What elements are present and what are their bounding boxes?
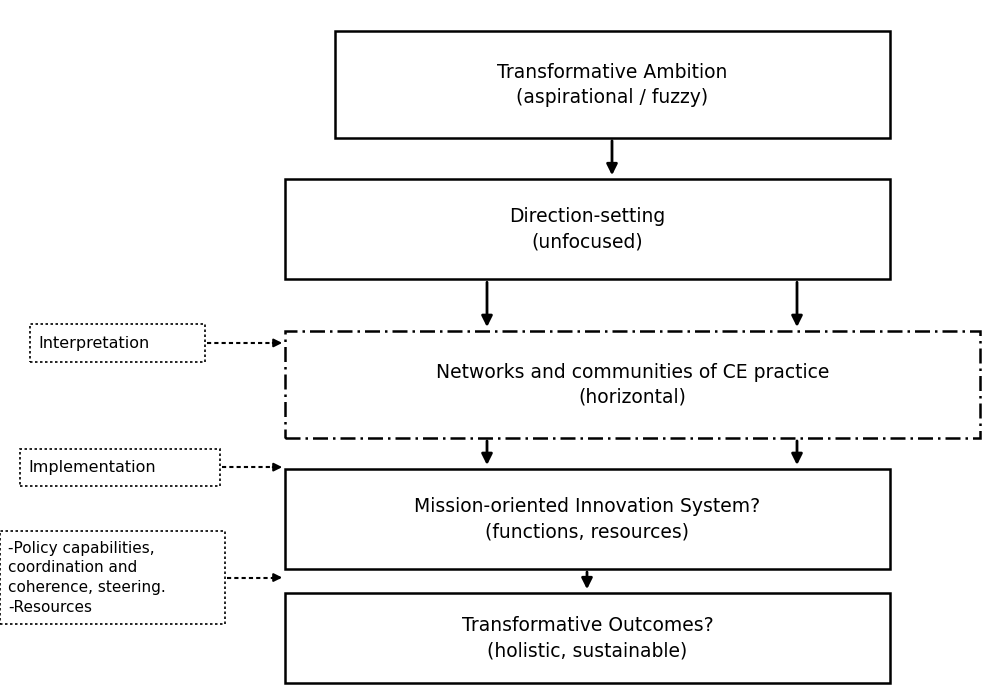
Text: -Policy capabilities,
coordination and
coherence, steering.
-Resources: -Policy capabilities, coordination and c… [8, 541, 166, 615]
FancyBboxPatch shape [285, 179, 890, 279]
Text: Implementation: Implementation [28, 460, 156, 475]
Text: Mission-oriented Innovation System?
(functions, resources): Mission-oriented Innovation System? (fun… [414, 497, 761, 541]
Text: Networks and communities of CE practice
(horizontal): Networks and communities of CE practice … [436, 363, 829, 406]
FancyBboxPatch shape [0, 531, 225, 624]
Text: Transformative Ambition
(aspirational / fuzzy): Transformative Ambition (aspirational / … [497, 63, 728, 106]
FancyBboxPatch shape [20, 448, 220, 486]
FancyBboxPatch shape [30, 324, 205, 362]
FancyBboxPatch shape [285, 593, 890, 683]
FancyBboxPatch shape [335, 31, 890, 138]
Text: Direction-setting
(unfocused): Direction-setting (unfocused) [509, 208, 666, 251]
FancyBboxPatch shape [285, 469, 890, 569]
Text: Transformative Outcomes?
(holistic, sustainable): Transformative Outcomes? (holistic, sust… [462, 616, 713, 660]
FancyBboxPatch shape [285, 331, 980, 438]
Text: Interpretation: Interpretation [38, 336, 149, 351]
